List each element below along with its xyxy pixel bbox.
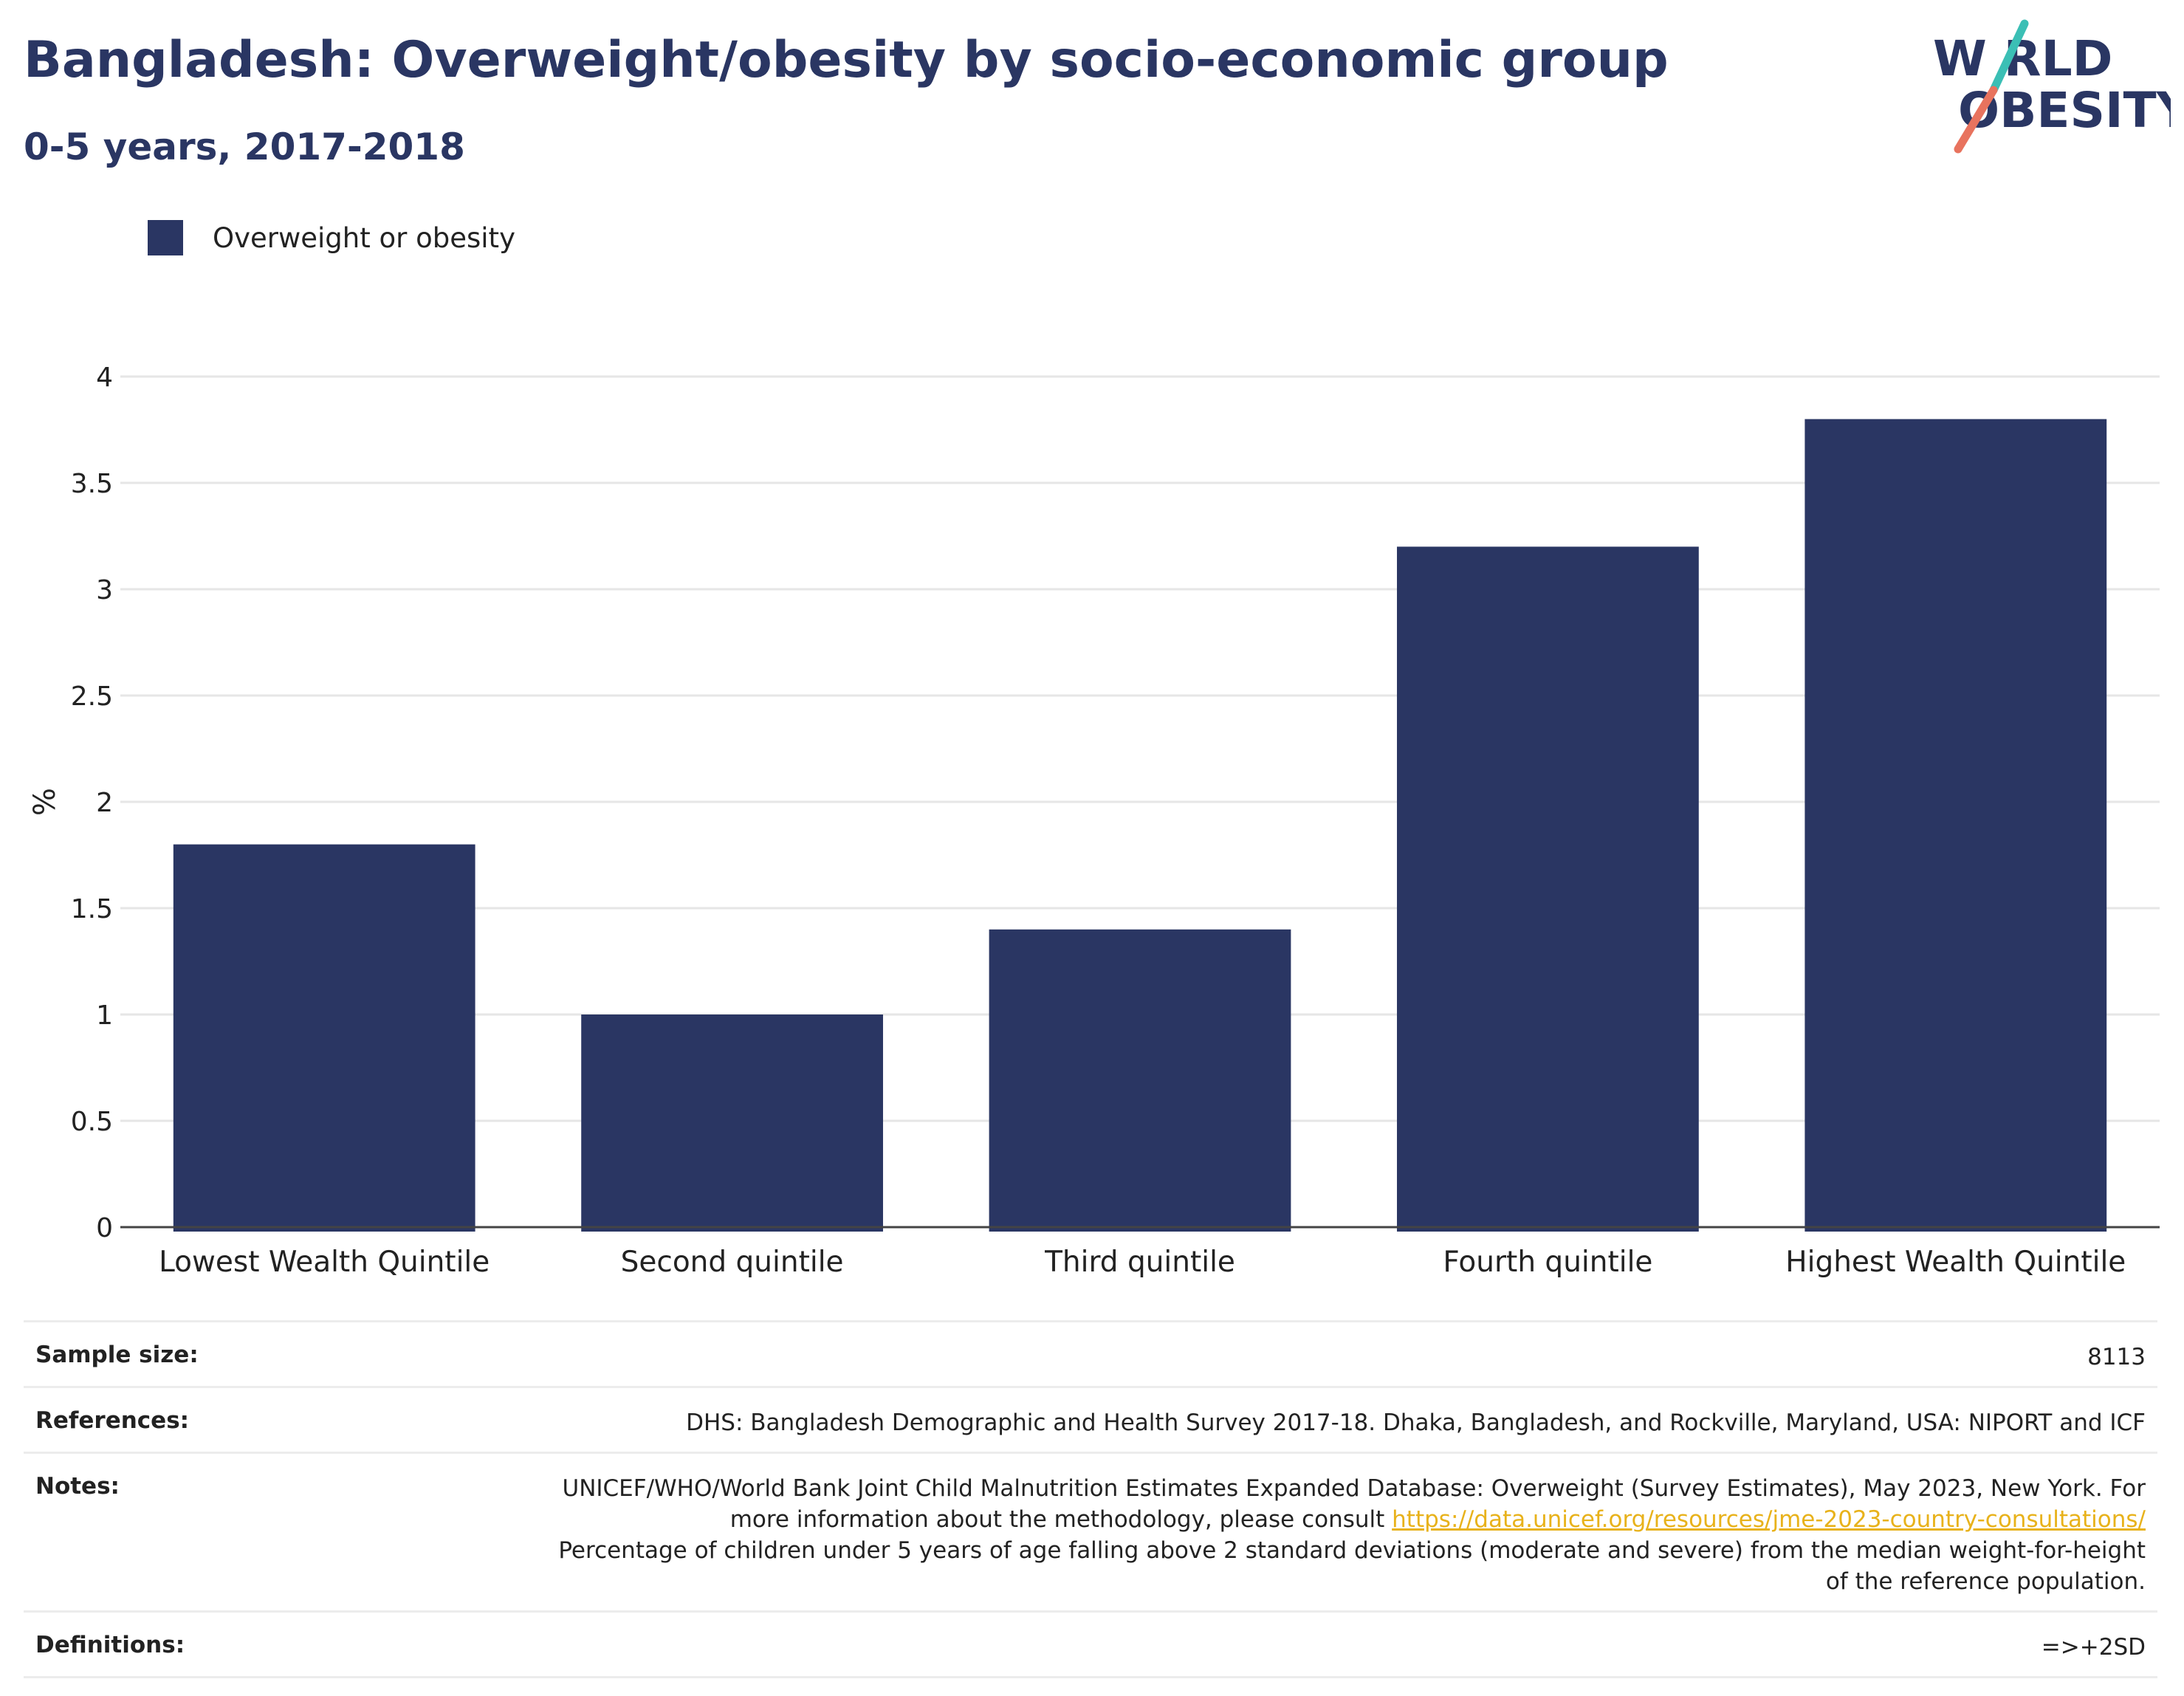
x-tick-label: Third quintile xyxy=(1044,1246,1235,1279)
y-axis-label: % xyxy=(28,788,62,816)
info-row-notes: Notes: UNICEF/WHO/World Bank Joint Child… xyxy=(24,1452,2157,1610)
bar xyxy=(1397,546,1699,1232)
notes-definition-text: Percentage of children under 5 years of … xyxy=(558,1537,2146,1595)
sample-size-value: 8113 xyxy=(2087,1344,2146,1370)
x-tick-label: Second quintile xyxy=(621,1246,844,1279)
notes-value: UNICEF/WHO/World Bank Joint Child Malnut… xyxy=(558,1473,2146,1597)
sample-size-label: Sample size: xyxy=(35,1342,199,1368)
y-tick-label: 1 xyxy=(96,1000,113,1031)
bar-chart: 0 0.5 1 1.5 2 2.5 3 3.5 4% Lowest Wealth Quintile… xyxy=(28,363,2160,1279)
definitions-value: =>+2SD xyxy=(2041,1634,2146,1661)
x-tick-label: Lowest Wealth Quintile xyxy=(159,1246,490,1279)
references-value: DHS: Bangladesh Demographic and Health S… xyxy=(686,1410,2146,1436)
chart-title: Bangladesh: Overweight/obesity by socio-… xyxy=(24,31,1669,89)
chart-subtitle: 0-5 years, 2017-2018 xyxy=(24,126,465,168)
notes-text: UNICEF/WHO/World Bank Joint Child Malnut… xyxy=(562,1475,2146,1533)
y-tick-label: 3 xyxy=(96,575,113,605)
y-tick-label: 2.5 xyxy=(71,682,113,712)
y-tick-label: 0 xyxy=(96,1213,113,1243)
y-tick-label: 0.5 xyxy=(71,1107,113,1137)
y-tick-label: 1.5 xyxy=(71,894,113,924)
logo-slash-top xyxy=(1989,19,2029,95)
logo-text-world: W RLD xyxy=(1933,30,2112,87)
y-tick-label: 4 xyxy=(96,363,113,393)
y-tick-label: 3.5 xyxy=(71,469,113,499)
y-tick-label: 2 xyxy=(96,788,113,818)
chart-legend: Overweight or obesity xyxy=(148,220,515,255)
legend-swatch xyxy=(148,220,183,255)
world-obesity-logo: W RLD OBESITY xyxy=(1933,19,2171,154)
x-tick-label: Highest Wealth Quintile xyxy=(1785,1246,2126,1279)
info-row-sample-size: Sample size: 8113 xyxy=(24,1320,2157,1386)
info-row-definitions: Definitions: =>+2SD xyxy=(24,1610,2157,1678)
bar xyxy=(173,844,475,1232)
legend-label: Overweight or obesity xyxy=(213,222,515,254)
definitions-label: Definitions: xyxy=(35,1632,185,1658)
x-tick-label: Fourth quintile xyxy=(1443,1246,1652,1279)
bar xyxy=(1804,419,2107,1232)
notes-label: Notes: xyxy=(35,1473,120,1500)
notes-link[interactable]: https://data.unicef.org/resources/jme-20… xyxy=(1392,1506,2146,1533)
info-row-references: References: DHS: Bangladesh Demographic … xyxy=(24,1386,2157,1452)
bar xyxy=(581,1014,883,1232)
info-table: Sample size: 8113 References: DHS: Bangl… xyxy=(24,1320,2157,1678)
bar xyxy=(989,929,1291,1232)
logo-slash-bottom xyxy=(1954,86,1998,154)
references-label: References: xyxy=(35,1407,190,1434)
